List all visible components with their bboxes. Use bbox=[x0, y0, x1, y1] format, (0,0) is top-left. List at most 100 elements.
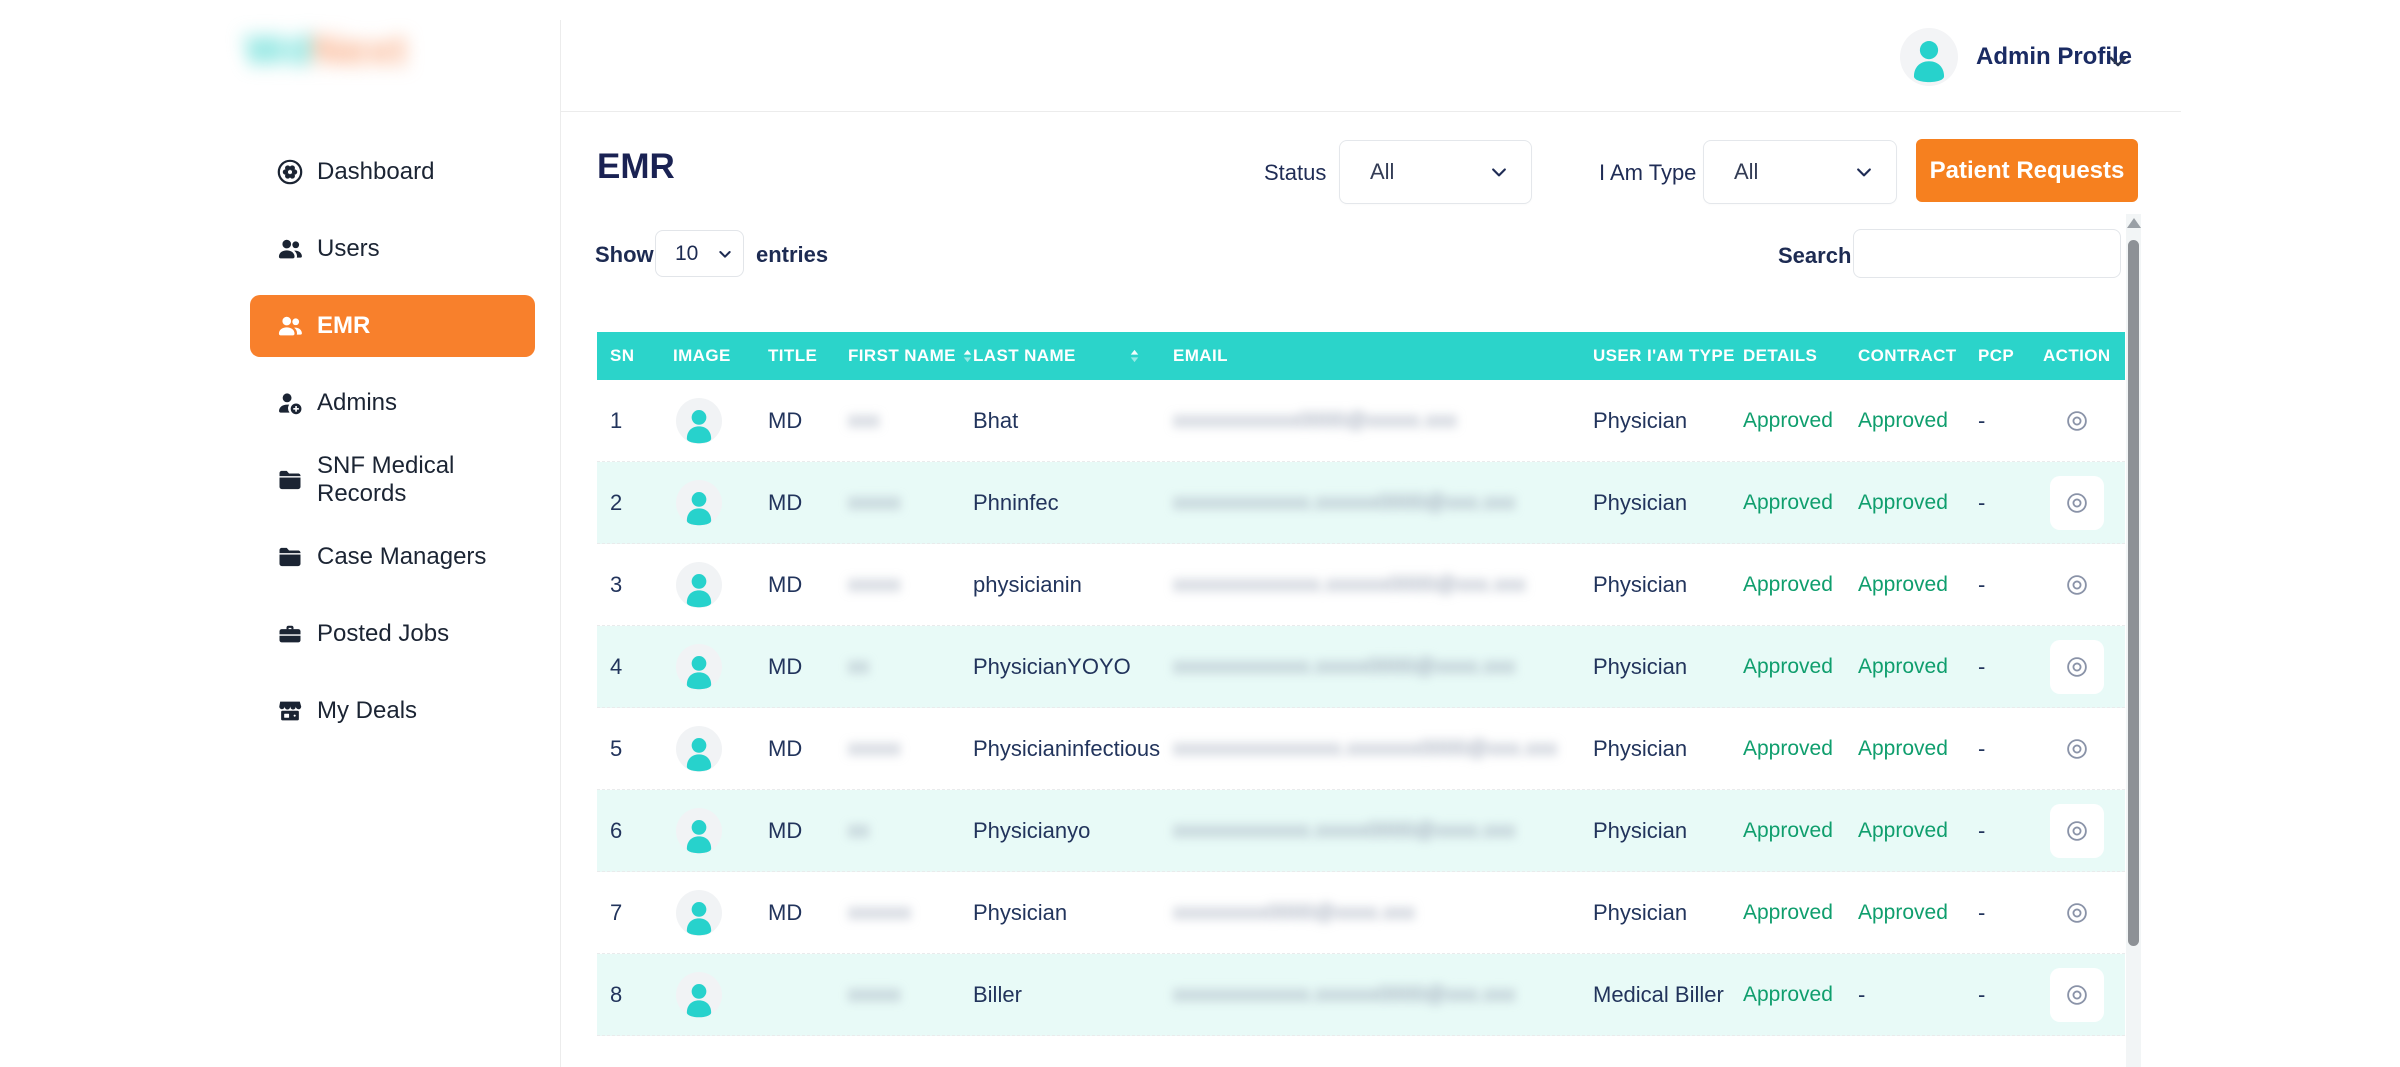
user-avatar bbox=[676, 889, 722, 936]
view-details-button[interactable] bbox=[2050, 721, 2104, 776]
profile-avatar[interactable] bbox=[1900, 28, 1958, 86]
scrollbar-thumb[interactable] bbox=[2128, 240, 2139, 946]
cell-first-name: xx bbox=[835, 626, 960, 707]
admin-add-icon bbox=[276, 389, 304, 417]
table-row: 5 MD xxxxx Physicianinfectious xxxxxxxxxxxxx… bbox=[597, 708, 2125, 790]
cell-title: MD bbox=[768, 817, 803, 843]
redacted-email: xxxxxxxxxxxxx.xxxxx0000@xxxx.xxx bbox=[1173, 818, 1516, 842]
column-label: FIRST NAME bbox=[848, 346, 956, 365]
store-icon bbox=[276, 697, 304, 725]
cell-action bbox=[2030, 790, 2125, 871]
view-details-button[interactable] bbox=[2050, 475, 2104, 530]
sidebar-item-snf-medical-records[interactable]: SNF Medical Records bbox=[250, 449, 535, 511]
cell-pcp: - bbox=[1978, 981, 1986, 1007]
search-input[interactable] bbox=[1853, 229, 2121, 278]
status-select[interactable]: All bbox=[1339, 140, 1532, 204]
cell-pcp: - bbox=[1978, 817, 1986, 843]
scrollbar-up-arrow[interactable] bbox=[2126, 218, 2141, 228]
chevron-down-icon bbox=[719, 250, 731, 258]
cell-email: xxxxxxxxxxxxx.xxxxx0000@xxxx.xxx bbox=[1160, 790, 1580, 871]
table-row: 3 MD xxxxx physicianin xxxxxxxxxxxxxx.xxxxxx… bbox=[597, 544, 2125, 626]
column-header-last-name[interactable]: LAST NAME bbox=[960, 332, 1160, 380]
sidebar-item-label: SNF Medical Records bbox=[317, 452, 455, 507]
user-avatar bbox=[676, 561, 722, 608]
cell-first-name: xxxxx bbox=[835, 544, 960, 625]
cell-title: MD bbox=[768, 735, 803, 761]
sidebar-item-label: Users bbox=[317, 235, 380, 262]
cell-action bbox=[2030, 872, 2125, 953]
redacted-first-name: xxxxxx bbox=[848, 900, 911, 924]
redacted-first-name: xx bbox=[848, 818, 869, 842]
redacted-email: xxxxxxxxxxxxxxxx.xxxxxxx0000@xxx.xxx bbox=[1173, 736, 1558, 760]
table-row: 1 MD xxx Bhat xxxxxxxxxxxx0000@xxxxx.xxx Phys… bbox=[597, 380, 2125, 462]
sidebar-item-users[interactable]: Users bbox=[250, 218, 535, 280]
iam-type-select[interactable]: All bbox=[1703, 140, 1897, 204]
cell-image bbox=[660, 790, 755, 871]
briefcase-icon bbox=[276, 620, 304, 648]
page-size-value: 10 bbox=[675, 241, 699, 265]
sidebar-item-label: Case Managers bbox=[317, 543, 487, 570]
patient-requests-button[interactable]: Patient Requests bbox=[1916, 139, 2138, 202]
column-header-pcp: PCP bbox=[1965, 332, 2030, 380]
cell-user-iam-type: Physician bbox=[1593, 407, 1688, 433]
sidebar-item-case-managers[interactable]: Case Managers bbox=[250, 526, 535, 588]
sort-icon[interactable] bbox=[960, 348, 975, 364]
table-body: 1 MD xxx Bhat xxxxxxxxxxxx0000@xxxxx.xxx Phys… bbox=[597, 380, 2125, 1036]
cell-pcp: - bbox=[1978, 899, 1986, 925]
dashboard-icon bbox=[276, 158, 304, 186]
cell-last-name: Phninfec bbox=[973, 489, 1059, 515]
cell-email: xxxxxxxxxxxxx.xxxxx0000@xxxx.xxx bbox=[1160, 626, 1580, 707]
status-approved: Approved bbox=[1858, 900, 1948, 924]
status-select-value: All bbox=[1370, 159, 1395, 184]
cell-title: MD bbox=[768, 407, 803, 433]
status-approved: Approved bbox=[1743, 572, 1833, 596]
emr-users-icon bbox=[276, 312, 304, 340]
page-size-select[interactable]: 10 bbox=[655, 230, 744, 277]
status-approved: Approved bbox=[1743, 818, 1833, 842]
page-title: EMR bbox=[597, 147, 675, 186]
chevron-down-icon bbox=[1492, 168, 1506, 177]
sidebar-item-my-deals[interactable]: My Deals bbox=[250, 680, 535, 742]
cell-action bbox=[2030, 544, 2125, 625]
profile-name[interactable]: Admin Profile bbox=[1976, 43, 2133, 70]
users-icon bbox=[276, 235, 304, 263]
redacted-first-name: xxx bbox=[848, 408, 880, 432]
view-details-button[interactable] bbox=[2050, 885, 2104, 940]
column-header-contract: CONTRACT bbox=[1845, 332, 1965, 380]
view-details-button[interactable] bbox=[2050, 393, 2104, 448]
cell-last-name: Bhat bbox=[973, 407, 1019, 433]
sidebar-item-label: Posted Jobs bbox=[317, 620, 450, 647]
app-logo[interactable]: WdNext bbox=[245, 26, 407, 74]
cell-last-name: Physician bbox=[973, 899, 1068, 925]
cell-sn: 8 bbox=[610, 981, 623, 1007]
cell-title: MD bbox=[768, 653, 803, 679]
view-details-button[interactable] bbox=[2050, 803, 2104, 858]
view-details-button[interactable] bbox=[2050, 967, 2104, 1022]
eye-icon bbox=[2064, 900, 2090, 926]
redacted-email: xxxxxxxxxxxxxx.xxxxxx0000@xxx.xxx bbox=[1173, 572, 1526, 596]
view-details-button[interactable] bbox=[2050, 557, 2104, 612]
column-label: CONTRACT bbox=[1858, 346, 1957, 365]
cell-action bbox=[2030, 626, 2125, 707]
cell-pcp: - bbox=[1978, 735, 1986, 761]
column-header-title: TITLE bbox=[755, 332, 835, 380]
column-header-first-name[interactable]: FIRST NAME bbox=[835, 332, 972, 380]
sidebar-item-emr[interactable]: EMR bbox=[250, 295, 535, 357]
sidebar-item-posted-jobs[interactable]: Posted Jobs bbox=[250, 603, 535, 665]
cell-sn: 6 bbox=[610, 817, 623, 843]
column-label: PCP bbox=[1978, 346, 2015, 365]
cell-user-iam-type: Physician bbox=[1593, 817, 1688, 843]
cell-image bbox=[660, 380, 755, 461]
chevron-down-icon[interactable] bbox=[2106, 49, 2130, 73]
iam-type-label: I Am Type bbox=[1599, 160, 1697, 185]
cell-last-name: Physicianyo bbox=[973, 817, 1091, 843]
view-details-button[interactable] bbox=[2050, 639, 2104, 694]
column-label: ACTION bbox=[2043, 346, 2111, 365]
sidebar-item-admins[interactable]: Admins bbox=[250, 372, 535, 434]
sidebar-item-dashboard[interactable]: Dashboard bbox=[250, 141, 535, 203]
cell-email: xxxxxxxxxxxx0000@xxxxx.xxx bbox=[1160, 380, 1580, 461]
sort-icon[interactable] bbox=[1127, 348, 1142, 364]
eye-icon bbox=[2064, 818, 2090, 844]
cell-pcp: - bbox=[1978, 407, 1986, 433]
eye-icon bbox=[2064, 572, 2090, 598]
